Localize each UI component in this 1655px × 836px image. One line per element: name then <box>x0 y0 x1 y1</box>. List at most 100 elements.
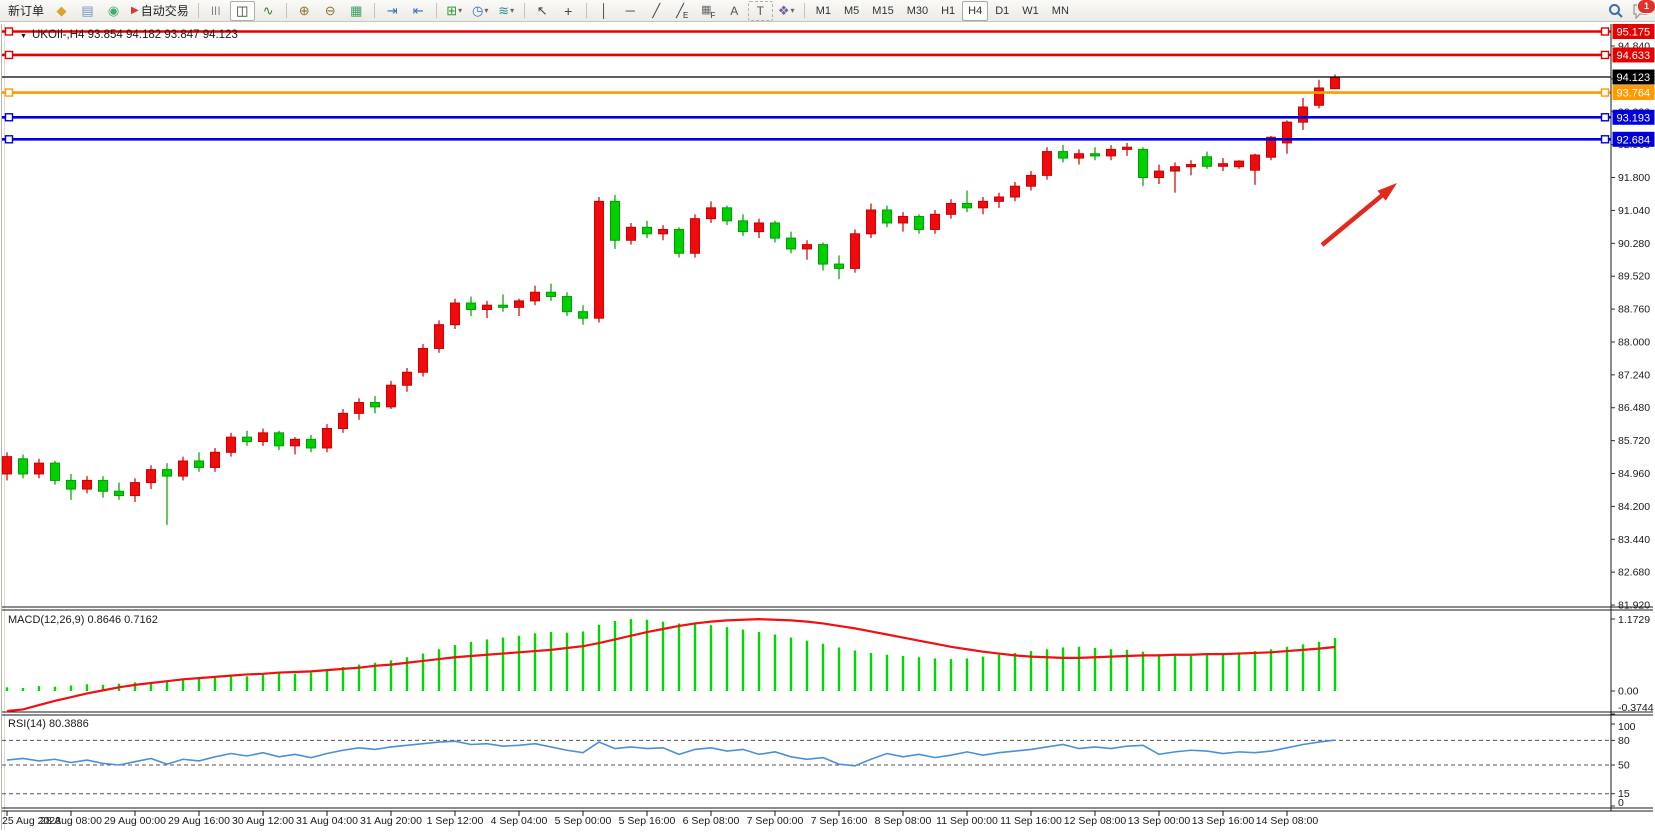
line-handle[interactable] <box>1600 135 1610 144</box>
candlestick-chart-icon[interactable]: ◫ <box>229 0 255 21</box>
line-handle[interactable] <box>4 113 14 122</box>
line-handle[interactable] <box>1600 27 1610 36</box>
time-tick-label: 11 Sep 00:00 <box>936 815 998 827</box>
timeframe-m15-button[interactable]: M15 <box>872 4 894 17</box>
line-handle[interactable] <box>1600 50 1610 60</box>
toolbar-separator <box>803 3 805 18</box>
candle-body <box>514 300 524 308</box>
arrow-head[interactable] <box>1377 183 1397 201</box>
trend-arrow-object[interactable] <box>1320 183 1397 247</box>
price-label-box <box>1612 109 1655 125</box>
price-label-text: 94.123 <box>1617 72 1651 84</box>
timeframe-m1-button[interactable]: M1 <box>815 4 832 17</box>
symbol-dropdown-icon[interactable]: ▼ <box>20 33 27 40</box>
auto-trading-icon: ▶ <box>131 4 139 16</box>
timeframe-w1-button[interactable]: W1 <box>1022 4 1039 17</box>
line-chart-icon[interactable]: ∿ <box>262 3 274 18</box>
equidistant-channel-tool-icon[interactable]: ╱ E <box>670 1 695 21</box>
trade-tickets-icon[interactable]: ◆ <box>56 3 67 18</box>
price-tick-label: 84.960 <box>1618 468 1650 480</box>
time-tick-label: 7 Sep 16:00 <box>811 815 868 827</box>
horizontal-line-tool-icon[interactable]: ─ <box>625 3 635 18</box>
trendline-tool-icon[interactable]: ╱ <box>652 3 661 18</box>
candle-body <box>530 291 540 302</box>
arrow-shaft[interactable] <box>1320 187 1391 247</box>
candle-body <box>34 462 44 475</box>
toolbar-separator <box>373 3 375 18</box>
candle-body <box>642 226 652 235</box>
time-tick-label: 8 Sep 08:00 <box>875 815 932 827</box>
text-tool-icon[interactable]: A <box>730 3 739 18</box>
candle-body <box>194 460 204 468</box>
macd-pane: MACD(12,26,9) 0.8646 0.7162 1.1729 0.00 -0.… <box>5 614 1654 715</box>
chart-shift-icon[interactable]: ⇤ <box>412 3 424 18</box>
time-tick-label: 30 Aug 12:00 <box>232 815 294 827</box>
candle-body <box>1026 174 1036 187</box>
candle-body <box>1122 146 1132 150</box>
candle-body <box>1202 156 1212 167</box>
signals-icon[interactable]: ◉ <box>107 3 120 18</box>
price-label-text: 92.684 <box>1617 134 1651 146</box>
rsi-label: RSI(14) 80.3886 <box>8 718 89 730</box>
timeframe-m30-button[interactable]: M30 <box>906 4 929 17</box>
time-tick-label: 31 Aug 20:00 <box>360 815 422 827</box>
candle-body <box>242 436 252 442</box>
indicators-button[interactable]: ≋ ▾ <box>494 1 519 21</box>
candle-body <box>594 200 604 319</box>
timeframe-mn-button[interactable]: MN <box>1051 4 1069 17</box>
horizontal-line-objects[interactable]: 95.175 94.633 94.123 93.764 93.193 92.684 <box>2 24 1655 147</box>
zoom-out-icon[interactable]: ⊖ <box>324 3 336 18</box>
line-handle[interactable] <box>4 27 14 36</box>
candle-body <box>626 226 636 241</box>
line-handle[interactable] <box>1600 113 1610 122</box>
candle-body <box>1090 153 1100 157</box>
price-tick-label: 81.920 <box>1618 600 1650 612</box>
timeframe-h1-button[interactable]: H1 <box>941 4 956 17</box>
periods-button[interactable]: ◷ ▾ <box>468 1 493 21</box>
auto-trading-button[interactable]: ▶ 自动交易 <box>127 1 193 21</box>
candle-body <box>226 436 236 453</box>
line-handle[interactable] <box>4 88 14 97</box>
candle-body <box>1298 106 1308 123</box>
candle-body <box>1154 170 1164 179</box>
chart-profiles-icon[interactable]: ▤ <box>81 3 94 18</box>
crosshair-tool-icon[interactable]: + <box>564 2 573 19</box>
arrows-tool-button[interactable]: ❖ ▾ <box>774 1 799 21</box>
rsi-line <box>6 739 1336 767</box>
candle-body <box>994 196 1004 202</box>
price-label-text: 93.193 <box>1617 112 1651 124</box>
tile-windows-icon[interactable]: ▦ <box>350 3 363 18</box>
fibonacci-tool-icon[interactable]: ▦ F <box>696 1 721 21</box>
price-tick-label: 83.440 <box>1618 534 1650 546</box>
candle-body <box>738 220 748 233</box>
candle-body <box>1266 136 1276 158</box>
candle-body <box>418 347 428 373</box>
timeframe-m5-button[interactable]: M5 <box>844 4 860 17</box>
text-label-tool-icon[interactable]: T <box>747 0 773 21</box>
cursor-tool-icon[interactable]: ↖ <box>536 3 548 18</box>
candle-body <box>1330 76 1340 90</box>
new-order-button[interactable]: 新订单 <box>8 3 45 18</box>
new-chart-button[interactable]: ⊞ ▾ <box>442 1 467 21</box>
zoom-in-icon[interactable]: ⊕ <box>298 3 310 18</box>
price-tick-label: 90.280 <box>1618 238 1650 250</box>
new-chart-icon: ⊞ <box>446 3 458 18</box>
timeframe-d1-button[interactable]: D1 <box>995 4 1010 17</box>
time-tick-label: 13 Sep 16:00 <box>1192 815 1255 827</box>
candle-body <box>498 304 508 308</box>
line-handle[interactable] <box>4 135 14 144</box>
timeframe-h4-button[interactable]: H4 <box>962 0 989 21</box>
chart-canvas[interactable]: 94.84094.08093.32092.56091.80091.04090.2… <box>0 22 1655 836</box>
candle-body <box>690 218 700 254</box>
auto-scroll-icon[interactable]: ⇥ <box>386 3 398 18</box>
notifications-button[interactable]: 1 <box>1632 0 1655 19</box>
vertical-line-tool-icon[interactable]: │ <box>600 3 609 18</box>
candle-body <box>866 209 876 235</box>
line-handle[interactable] <box>4 50 14 60</box>
candle-body <box>610 200 620 241</box>
line-handle[interactable] <box>1600 88 1610 97</box>
candle-body <box>1250 154 1260 171</box>
bar-chart-icon[interactable]: ||| <box>211 5 222 15</box>
search-icon[interactable] <box>1608 3 1624 19</box>
